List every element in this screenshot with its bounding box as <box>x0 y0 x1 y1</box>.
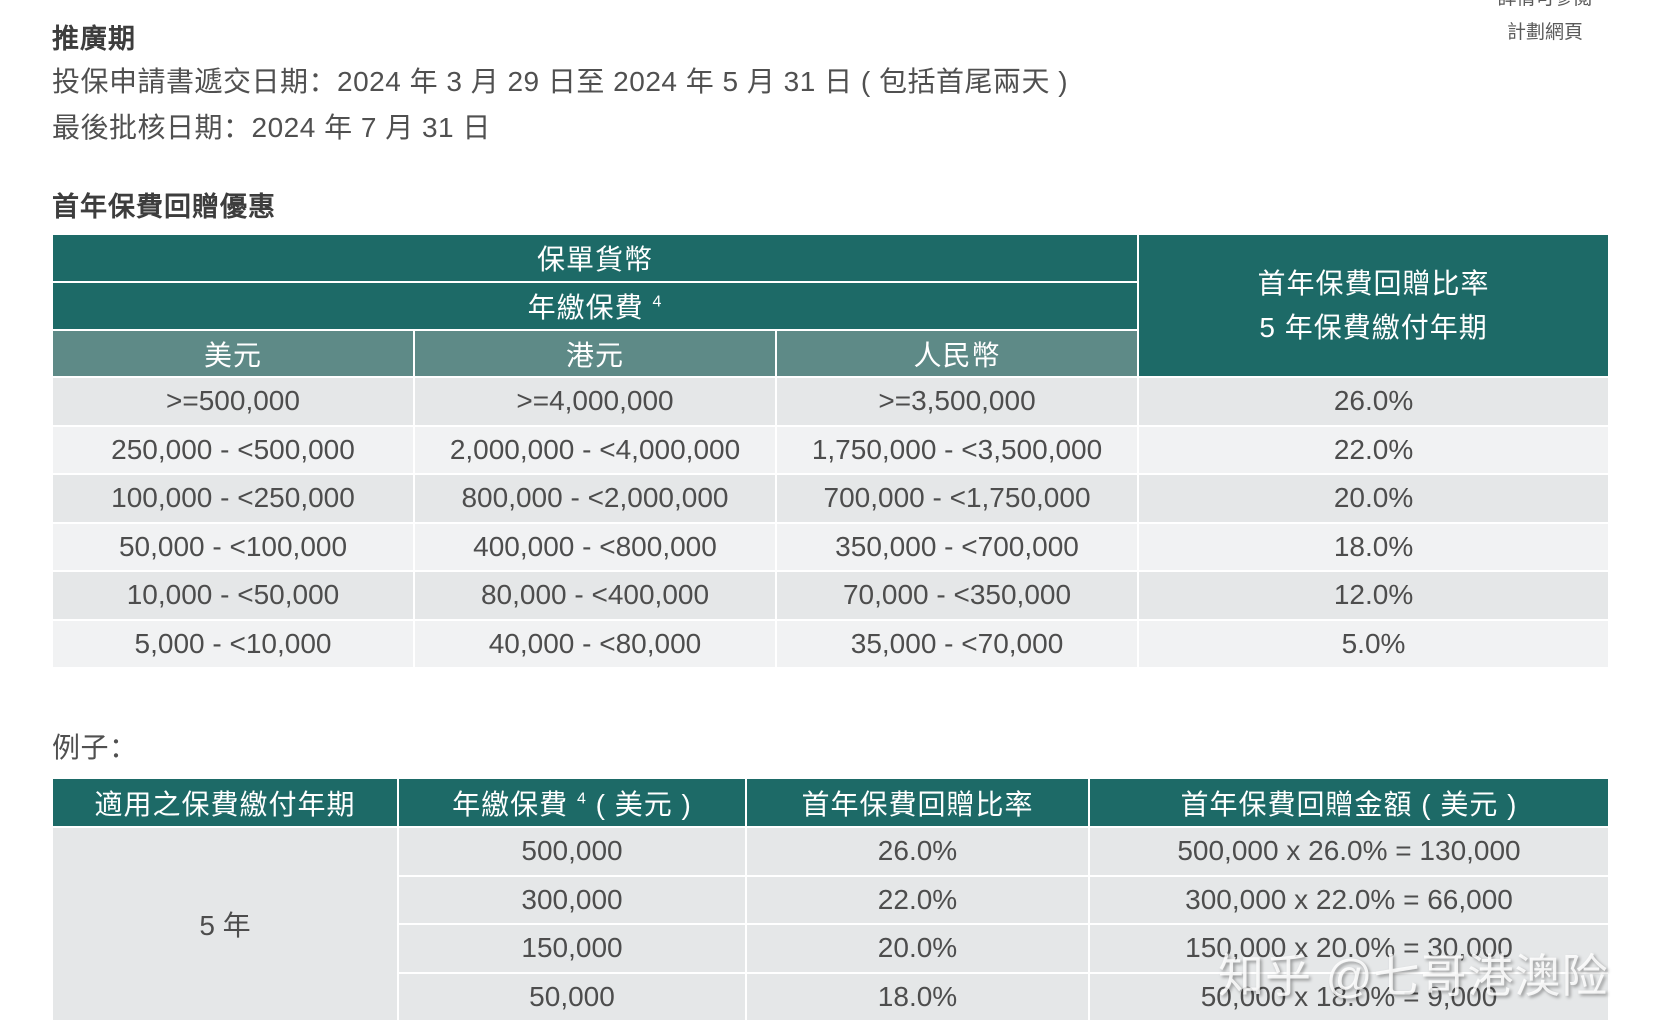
cell-rmb: 1,750,000 - <3,500,000 <box>774 424 1140 475</box>
header-rebate-rate-line2: 5 年保費繳付年期 <box>1259 311 1488 343</box>
cell-rate: 20.0% <box>1137 473 1611 524</box>
cell-hkd: 2,000,000 - <4,000,000 <box>413 424 777 475</box>
cell-usd: 250,000 - <500,000 <box>51 424 415 475</box>
table-row: 150,000 20.0% 150,000 x 20.0% = 30,000 <box>52 923 1610 974</box>
cell-usd: 5,000 - <10,000 <box>51 618 415 669</box>
cell-usd: 50,000 - <100,000 <box>51 521 415 572</box>
cell-usd: >=500,000 <box>51 376 415 427</box>
footnote-ref: 4 <box>576 790 587 808</box>
cell-rmb: 35,000 - <70,000 <box>774 618 1140 669</box>
table-row: 100,000 - <250,000 800,000 - <2,000,000 … <box>51 473 1611 524</box>
header-policy-currency: 保單貨幣 <box>50 233 1140 283</box>
cell-rate: 26.0% <box>745 826 1090 877</box>
header-payment-term: 適用之保費繳付年期 <box>51 777 399 828</box>
table-row: 10,000 - <50,000 80,000 - <400,000 70,00… <box>51 570 1611 621</box>
table-row: 50,000 18.0% 50,000 x 18.0% = 9,000 <box>52 971 1610 1022</box>
cell-hkd: 800,000 - <2,000,000 <box>413 473 777 524</box>
table-row: 250,000 - <500,000 2,000,000 - <4,000,00… <box>51 424 1611 475</box>
cell-rate: 18.0% <box>745 971 1090 1022</box>
cell-amount: 150,000 x 20.0% = 30,000 <box>1088 923 1610 974</box>
header-premium-label: 年繳保費 <box>452 788 569 820</box>
cell-usd: 10,000 - <50,000 <box>51 570 415 621</box>
cell-rmb: 350,000 - <700,000 <box>774 521 1140 572</box>
header-rebate-rate: 首年保費回贈比率 5 年保費繳付年期 <box>1137 233 1611 378</box>
cell-rate: 20.0% <box>745 923 1090 974</box>
side-note-line2: 計劃網頁 <box>1506 22 1583 43</box>
cell-rmb: 70,000 - <350,000 <box>774 570 1140 621</box>
cell-rmb: >=3,500,000 <box>774 376 1140 427</box>
header-annual-premium: 年繳保費 4 <box>50 281 1140 331</box>
cell-rate: 22.0% <box>745 874 1090 925</box>
cell-rate: 22.0% <box>1137 424 1611 475</box>
header-premium-suffix: ( 美元 ) <box>586 788 692 820</box>
submission-date-text: 投保申請書遞交日期：2024 年 3 月 29 日至 2024 年 5 月 31… <box>52 66 1069 97</box>
table-row: 5,000 - <10,000 40,000 - <80,000 35,000 … <box>51 618 1611 669</box>
cell-rate: 18.0% <box>1137 521 1611 572</box>
cell-hkd: 80,000 - <400,000 <box>413 570 777 621</box>
offer-heading: 首年保費回贈優惠 <box>52 192 276 222</box>
cell-amount: 500,000 x 26.0% = 130,000 <box>1088 826 1610 877</box>
header-rebate-amount: 首年保費回贈金額 ( 美元 ) <box>1088 777 1610 828</box>
rebate-rate-table: 保單貨幣 首年保費回贈比率 5 年保費繳付年期 年繳保費 4 美元 港元 人民幣… <box>50 233 1611 669</box>
approval-date-text: 最後批核日期：2024 年 7 月 31 日 <box>52 112 491 143</box>
cell-rate: 5.0% <box>1137 618 1611 669</box>
header-rmb: 人民幣 <box>774 329 1140 378</box>
table-row: 300,000 22.0% 300,000 x 22.0% = 66,000 <box>52 874 1610 925</box>
cell-term: 5 年 <box>51 826 399 1022</box>
cell-rate: 12.0% <box>1137 570 1611 621</box>
cell-hkd: >=4,000,000 <box>413 376 777 427</box>
header-rebate-rate: 首年保費回贈比率 <box>745 777 1090 828</box>
table-row: 50,000 - <100,000 400,000 - <800,000 350… <box>51 521 1611 572</box>
header-rebate-rate-line1: 首年保費回贈比率 <box>1257 267 1490 299</box>
cell-premium: 50,000 <box>397 971 747 1022</box>
cell-amount: 50,000 x 18.0% = 9,000 <box>1088 971 1610 1022</box>
cell-premium: 150,000 <box>397 923 747 974</box>
cell-premium: 300,000 <box>397 874 747 925</box>
cell-hkd: 40,000 - <80,000 <box>413 618 777 669</box>
footnote-ref: 4 <box>652 293 663 311</box>
header-annual-premium-label: 年繳保費 <box>527 292 644 323</box>
table-row: >=500,000 >=4,000,000 >=3,500,000 26.0% <box>51 376 1611 427</box>
header-usd: 美元 <box>51 329 415 378</box>
side-note-line1: 詳情可參閱 <box>1470 0 1620 14</box>
cell-amount: 300,000 x 22.0% = 66,000 <box>1088 874 1610 925</box>
example-label: 例子： <box>52 732 138 763</box>
cell-hkd: 400,000 - <800,000 <box>413 521 777 572</box>
promo-period-heading: 推廣期 <box>52 24 136 54</box>
cell-rate: 26.0% <box>1137 376 1611 427</box>
example-table: 適用之保費繳付年期 年繳保費 4 ( 美元 ) 首年保費回贈比率 首年保費回贈金… <box>51 777 1610 1022</box>
cell-premium: 500,000 <box>397 826 747 877</box>
cell-rmb: 700,000 - <1,750,000 <box>774 473 1140 524</box>
table-row: 5 年 500,000 26.0% 500,000 x 26.0% = 130,… <box>51 826 1610 1022</box>
header-hkd: 港元 <box>413 329 777 378</box>
cell-usd: 100,000 - <250,000 <box>51 473 415 524</box>
header-annual-premium-usd: 年繳保費 4 ( 美元 ) <box>397 777 747 828</box>
